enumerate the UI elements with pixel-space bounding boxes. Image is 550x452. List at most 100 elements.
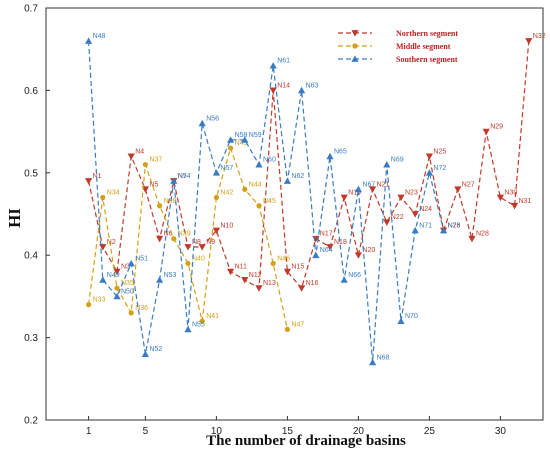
point-label: N12 (249, 272, 262, 279)
data-point (198, 244, 206, 251)
data-point (241, 277, 249, 284)
data-point (369, 186, 377, 193)
point-label: N13 (263, 280, 276, 287)
y-tick-label: 0.3 (24, 333, 38, 344)
point-label: N73 (448, 222, 461, 229)
point-label: N14 (277, 82, 290, 89)
point-label: N45 (263, 198, 276, 205)
y-tick-label: 0.4 (24, 251, 38, 262)
point-label: N7 (178, 173, 187, 180)
point-label: N56 (206, 115, 219, 122)
data-point (369, 358, 377, 366)
data-point (255, 285, 263, 292)
series-line (88, 40, 445, 363)
data-point (397, 194, 405, 202)
x-tick-label: 5 (143, 426, 149, 437)
data-point (351, 55, 359, 62)
data-point (326, 152, 334, 160)
data-point (283, 177, 291, 184)
data-point (269, 62, 277, 69)
data-point (99, 244, 107, 251)
data-point (354, 185, 362, 193)
data-point (212, 227, 220, 235)
data-point (185, 260, 191, 267)
point-label: N65 (334, 148, 347, 155)
point-label: N49 (107, 272, 120, 279)
point-label: N17 (320, 231, 333, 238)
point-label: N11 (235, 264, 247, 271)
data-point (298, 285, 306, 292)
y-tick-label: 0.6 (24, 86, 38, 97)
point-label: N3 (121, 264, 130, 271)
data-point (85, 37, 93, 44)
series: N33 N34 N35 N36 N37 N38 N39 N40 N41 N42 N43 N44 N45 N… (86, 140, 304, 332)
data-point (340, 194, 348, 202)
data-point (227, 136, 235, 143)
point-label: N39 (178, 231, 191, 238)
data-point (127, 259, 135, 267)
data-point (128, 310, 134, 316)
point-label: N58 (235, 132, 248, 139)
point-label: N55 (192, 321, 205, 328)
data-point (184, 325, 192, 333)
point-label: N15 (291, 264, 304, 271)
point-label: N72 (433, 165, 446, 172)
data-point (284, 326, 290, 332)
legend-entry: Southern segment (396, 55, 458, 64)
point-label: N67 (362, 181, 375, 188)
data-point (212, 169, 220, 176)
point-label: N34 (107, 190, 120, 197)
x-tick-label: 10 (211, 426, 223, 437)
point-label: N26 (448, 222, 461, 229)
data-point (454, 186, 462, 193)
point-label: N21 (377, 181, 390, 188)
point-label: N16 (306, 280, 319, 287)
data-point (283, 268, 291, 276)
point-label: N27 (462, 181, 475, 188)
point-label: N69 (391, 157, 404, 164)
point-label: N8 (192, 239, 201, 246)
point-label: N18 (334, 239, 347, 246)
x-tick-label: 30 (495, 426, 507, 437)
data-point (496, 194, 504, 202)
data-point (227, 268, 235, 276)
point-label: N70 (405, 313, 418, 320)
point-label: N22 (391, 214, 404, 221)
axes: 1 5 10 15 20 25 300.20.30.40.50.60.7 (24, 4, 544, 437)
data-point (269, 87, 277, 94)
point-label: N1 (93, 173, 102, 180)
data-point (157, 203, 163, 209)
point-label: N25 (433, 148, 446, 155)
point-label: N61 (277, 58, 290, 65)
data-point (440, 226, 448, 234)
data-point (256, 203, 262, 209)
point-label: N30 (504, 190, 517, 197)
point-label: N35 (121, 280, 134, 287)
point-label: N36 (135, 305, 148, 312)
data-point (85, 178, 93, 185)
point-label: N43 (235, 140, 248, 147)
data-point (141, 350, 149, 357)
x-axis-title: The number of drainage basins (206, 433, 406, 449)
point-label: N9 (206, 239, 215, 246)
point-label: N68 (377, 354, 390, 361)
series-line (88, 146, 288, 330)
data-point (170, 177, 178, 184)
point-label: N23 (405, 190, 418, 197)
y-axis-title: HI (5, 208, 24, 228)
data-point (425, 153, 433, 160)
point-label: N54 (178, 173, 191, 180)
data-point (198, 119, 206, 127)
x-tick-label: 15 (282, 426, 294, 437)
y-tick-label: 0.7 (24, 4, 38, 15)
data-point (184, 244, 192, 251)
point-label: N62 (291, 173, 304, 180)
data-point (228, 145, 234, 151)
point-label: N10 (220, 222, 233, 229)
data-point (99, 276, 107, 283)
data-point (312, 251, 320, 259)
point-label: N29 (490, 124, 503, 131)
